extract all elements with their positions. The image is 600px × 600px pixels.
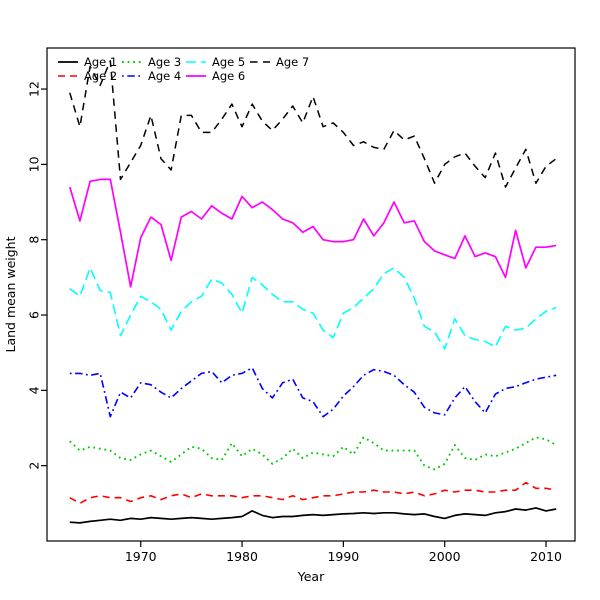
- x-axis-title: Year: [297, 569, 325, 584]
- legend-label: Age 5: [212, 55, 245, 69]
- y-axis-title: Land mean weight: [3, 236, 18, 352]
- y-axis-tick-label: 4: [27, 386, 42, 394]
- y-axis-tick-label: 6: [27, 311, 42, 319]
- x-axis-tick-label: 1990: [327, 549, 359, 564]
- y-axis-tick-label: 10: [27, 156, 42, 172]
- series-line-age-1: [69, 507, 557, 524]
- series-line-age-6: [68, 178, 557, 288]
- x-axis-tick-label: 1980: [226, 549, 258, 564]
- x-axis-tick-label: 2010: [530, 549, 562, 564]
- x-axis-tick-label: 2000: [429, 549, 461, 564]
- legend-label: Age 2: [84, 69, 117, 83]
- series-line-age-7: [69, 60, 557, 188]
- series-line-age-3: [69, 436, 557, 471]
- x-axis-tick-label: 1970: [125, 549, 157, 564]
- series-line-age-5: [69, 267, 557, 350]
- y-axis-tick-label: 8: [27, 236, 42, 244]
- legend-label: Age 1: [84, 55, 117, 69]
- legend-label: Age 7: [276, 55, 309, 69]
- legend-label: Age 3: [148, 55, 181, 69]
- plot-border: [46, 47, 576, 542]
- y-axis-tick-label: 2: [27, 462, 42, 470]
- series-line-age-4: [69, 366, 557, 418]
- series-line-age-2: [69, 481, 557, 505]
- legend-label: Age 6: [212, 69, 245, 83]
- y-axis-tick-label: 12: [27, 81, 42, 97]
- legend-label: Age 4: [148, 69, 181, 83]
